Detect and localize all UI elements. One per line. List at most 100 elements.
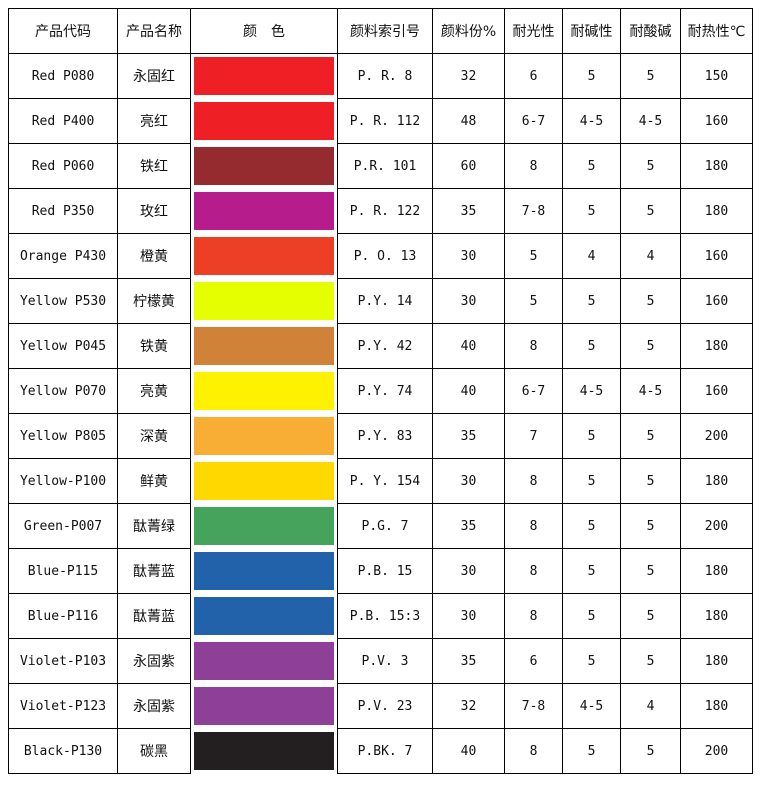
cell-light: 8	[504, 143, 563, 189]
header-lightfastness: 耐光性	[504, 8, 563, 54]
table-row: Yellow P070 亮黄 P.Y. 74 40 6-7 4-5 4-5 160	[8, 368, 753, 414]
cell-parts: 30	[432, 458, 505, 504]
table-row: Orange P430 橙黄 P. O. 13 30 5 4 4 160	[8, 233, 753, 279]
cell-code: Black-P130	[8, 728, 118, 774]
cell-heat: 180	[680, 593, 753, 639]
cell-heat: 180	[680, 143, 753, 189]
cell-index: P.V. 3	[337, 638, 433, 684]
cell-alkali: 5	[562, 143, 621, 189]
cell-acid: 5	[620, 323, 681, 369]
cell-parts: 30	[432, 278, 505, 324]
cell-parts: 30	[432, 233, 505, 279]
header-row: 产品代码 产品名称颜 色颜料索引号 颜料份% 耐光性 耐碱性 耐酸碱 耐热性℃	[8, 8, 753, 54]
color-swatch	[194, 507, 334, 545]
table-row: Yellow P530 柠檬黄 P.Y. 14 30 5 5 5 160	[8, 278, 753, 324]
cell-code: Yellow P530	[8, 278, 118, 324]
color-swatch	[194, 57, 334, 96]
color-swatch	[194, 147, 334, 185]
cell-alkali: 4	[562, 233, 621, 279]
cell-name: 鲜黄	[117, 458, 191, 504]
color-cell	[190, 323, 338, 369]
cell-acid: 5	[620, 53, 681, 99]
cell-name: 亮黄	[117, 368, 191, 414]
cell-heat: 200	[680, 413, 753, 459]
color-swatch	[194, 327, 334, 365]
table-row: Green-P007 酞菁绿 P.G. 7 35 8 5 5 200	[8, 503, 753, 549]
cell-light: 8	[504, 458, 563, 504]
table-row: Black-P130 碳黑 P.BK. 7 40 8 5 5 200	[8, 728, 753, 774]
cell-code: Yellow P070	[8, 368, 118, 414]
cell-name: 柠檬黄	[117, 278, 191, 324]
cell-acid: 4-5	[620, 98, 681, 144]
color-swatch	[194, 417, 334, 455]
cell-heat: 160	[680, 98, 753, 144]
cell-alkali: 5	[562, 188, 621, 234]
cell-acid: 4	[620, 233, 681, 279]
cell-name: 酞菁蓝	[117, 548, 191, 594]
cell-index: P.Y. 74	[337, 368, 433, 414]
color-cell	[190, 458, 338, 504]
cell-alkali: 5	[562, 458, 621, 504]
cell-light: 8	[504, 728, 563, 774]
cell-light: 6	[504, 638, 563, 684]
cell-acid: 4-5	[620, 368, 681, 414]
cell-parts: 35	[432, 503, 505, 549]
cell-index: P.G. 7	[337, 503, 433, 549]
cell-heat: 180	[680, 683, 753, 729]
cell-light: 8	[504, 503, 563, 549]
color-cell	[190, 728, 338, 774]
cell-heat: 160	[680, 368, 753, 414]
cell-light: 7-8	[504, 683, 563, 729]
cell-acid: 5	[620, 638, 681, 684]
cell-parts: 35	[432, 413, 505, 459]
table-row: Red P350 玫红 P. R. 122 35 7-8 5 5 180	[8, 188, 753, 234]
cell-code: Red P060	[8, 143, 118, 189]
color-cell	[190, 188, 338, 234]
cell-light: 7-8	[504, 188, 563, 234]
header-color: 颜 色	[190, 8, 338, 54]
cell-name: 永固红	[117, 53, 191, 99]
color-swatch	[194, 642, 334, 680]
color-cell	[190, 413, 338, 459]
cell-index: P.Y. 14	[337, 278, 433, 324]
color-cell	[190, 368, 338, 414]
header-heat-resistance: 耐热性℃	[680, 8, 753, 54]
cell-index: P.Y. 42	[337, 323, 433, 369]
cell-alkali: 5	[562, 638, 621, 684]
cell-name: 铁黄	[117, 323, 191, 369]
cell-heat: 180	[680, 638, 753, 684]
cell-parts: 40	[432, 728, 505, 774]
cell-alkali: 5	[562, 503, 621, 549]
cell-code: Yellow P805	[8, 413, 118, 459]
color-cell	[190, 98, 338, 144]
cell-acid: 5	[620, 593, 681, 639]
cell-acid: 5	[620, 413, 681, 459]
cell-name: 亮红	[117, 98, 191, 144]
color-cell	[190, 503, 338, 549]
color-swatch	[194, 372, 334, 410]
cell-code: Yellow-P100	[8, 458, 118, 504]
cell-light: 6-7	[504, 98, 563, 144]
cell-parts: 32	[432, 683, 505, 729]
cell-index: P.B. 15	[337, 548, 433, 594]
cell-code: Yellow P045	[8, 323, 118, 369]
cell-name: 酞菁蓝	[117, 593, 191, 639]
cell-index: P. R. 8	[337, 53, 433, 99]
cell-acid: 5	[620, 458, 681, 504]
table-row: Red P080 永固红 P. R. 8 32 6 5 5 150	[8, 53, 753, 99]
color-cell	[190, 278, 338, 324]
table-row: Red P400 亮红 P. R. 112 48 6-7 4-5 4-5 160	[8, 98, 753, 144]
color-swatch	[194, 462, 334, 500]
cell-light: 6-7	[504, 368, 563, 414]
color-swatch	[194, 687, 334, 725]
color-swatch	[194, 102, 334, 140]
cell-parts: 40	[432, 368, 505, 414]
color-swatch	[194, 237, 334, 275]
color-cell	[190, 143, 338, 189]
color-cell	[190, 593, 338, 639]
cell-code: Violet-P123	[8, 683, 118, 729]
cell-index: P. R. 112	[337, 98, 433, 144]
cell-index: P.V. 23	[337, 683, 433, 729]
cell-parts: 32	[432, 53, 505, 99]
table-row: Blue-P115 酞菁蓝 P.B. 15 30 8 5 5 180	[8, 548, 753, 594]
